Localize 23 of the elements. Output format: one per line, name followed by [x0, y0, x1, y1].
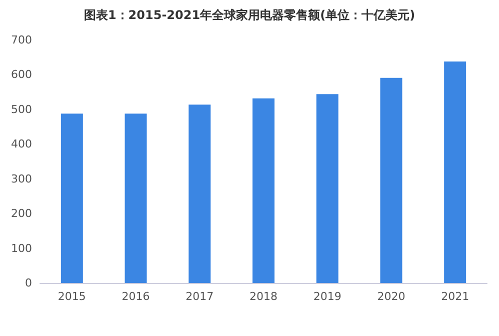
chart-title: 图表1：2015-2021年全球家用电器零售额(单位：十亿美元)	[84, 8, 416, 22]
y-tick-label: 500	[11, 102, 32, 116]
y-tick-label: 0	[25, 276, 32, 290]
y-tick-label: 400	[11, 138, 32, 151]
y-tick-label: 200	[11, 207, 32, 220]
bar	[444, 62, 466, 283]
x-tick-label: 2018	[250, 290, 278, 303]
bar	[252, 98, 274, 283]
x-tick-label: 2016	[122, 290, 150, 303]
bar	[124, 114, 147, 283]
x-tick-label: 2015	[58, 290, 86, 303]
x-tick-label: 2019	[313, 290, 342, 303]
y-tick-label: 700	[11, 34, 32, 46]
bar	[316, 94, 338, 283]
bar	[380, 78, 402, 283]
y-tick-label: 100	[11, 242, 32, 255]
x-tick-label: 2021	[441, 290, 470, 303]
x-tick-label: 2020	[377, 290, 406, 303]
bar	[60, 114, 83, 283]
y-tick-label: 600	[11, 68, 32, 82]
x-tick-label: 2017	[186, 290, 214, 303]
bar	[188, 104, 211, 283]
y-tick-label: 300	[11, 172, 32, 186]
